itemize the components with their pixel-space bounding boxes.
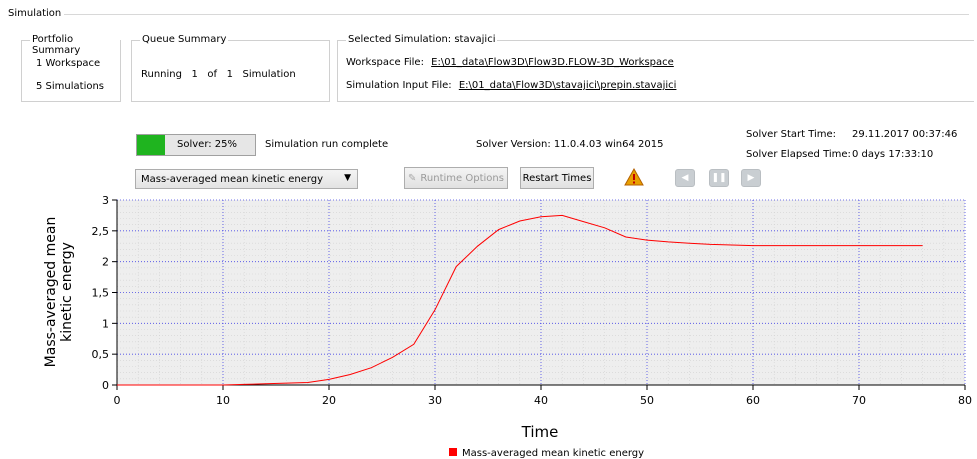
y-axis-title-line2: kinetic energy xyxy=(59,242,75,342)
runtime-options-label: Runtime Options xyxy=(420,172,504,184)
selected-simulation-group: Selected Simulation: stavajici Workspace… xyxy=(337,34,974,102)
plot-area xyxy=(117,200,965,385)
x-tick-label: 20 xyxy=(322,394,336,407)
run-status-text: Simulation run complete xyxy=(265,139,389,150)
workspace-file-label: Workspace File: xyxy=(346,57,424,68)
nav-back-icon[interactable]: ◀ xyxy=(675,169,695,187)
queue-summary-group: Queue Summary Running 1 of 1 Simulation xyxy=(131,34,330,102)
warning-icon[interactable] xyxy=(624,167,644,186)
input-file-row: Simulation Input File: E:\01_data\Flow3D… xyxy=(346,80,676,91)
restart-times-button[interactable]: Restart Times xyxy=(520,167,594,189)
chart-axes xyxy=(116,200,965,386)
simulation-section-label: Simulation xyxy=(8,8,62,19)
x-tick-label: 0 xyxy=(114,394,121,407)
queue-status: Running 1 of 1 Simulation xyxy=(141,69,296,80)
y-tick-label: 2 xyxy=(102,256,109,269)
y-tick-label: 1 xyxy=(102,317,109,330)
x-tick-label: 50 xyxy=(640,394,654,407)
solver-elapsed-label: Solver Elapsed Time: xyxy=(746,149,851,160)
workspace-file-row: Workspace File: E:\01_data\Flow3D\Flow3D… xyxy=(346,57,674,68)
x-axis-title: Time xyxy=(521,423,559,441)
solver-version-text: Solver Version: 11.0.4.03 win64 2015 xyxy=(476,139,664,150)
chevron-down-icon: ▼ xyxy=(344,173,351,183)
solver-elapsed-value: 0 days 17:33:10 xyxy=(852,149,934,160)
nav-pause-icon[interactable]: ❚❚ xyxy=(709,169,729,187)
x-tick-label: 40 xyxy=(534,394,548,407)
portfolio-summary-group: Portfolio Summary 1 Workspace 5 Simulati… xyxy=(21,34,121,102)
y-tick-label: 3 xyxy=(102,194,109,207)
input-file-link[interactable]: E:\01_data\Flow3D\stavajici\prepin.stava… xyxy=(458,80,677,91)
x-tick-label: 80 xyxy=(958,394,972,407)
portfolio-summary-legend: Portfolio Summary xyxy=(30,34,120,56)
y-tick-label: 0,5 xyxy=(92,348,110,361)
solver-progress-label: Solver: 25% xyxy=(177,139,238,150)
x-tick-label: 70 xyxy=(852,394,866,407)
section-divider xyxy=(64,14,969,15)
x-tick-label: 10 xyxy=(216,394,230,407)
x-tick-label: 60 xyxy=(746,394,760,407)
solver-start-value: 29.11.2017 00:37:46 xyxy=(852,129,958,140)
series-line xyxy=(117,214,923,386)
y-axis-title-line1: Mass-averaged mean xyxy=(43,217,59,368)
runtime-options-icon: ✎ xyxy=(408,172,417,184)
variable-dropdown[interactable]: Mass-averaged mean kinetic energy ▼ xyxy=(135,169,358,189)
solver-start-label: Solver Start Time: xyxy=(746,129,837,140)
workspace-count: 1 Workspace xyxy=(36,58,101,69)
solver-progress-bar: Solver: 25% xyxy=(136,134,256,156)
chart-series xyxy=(117,214,923,386)
y-tick-label: 0 xyxy=(102,379,109,392)
queue-summary-legend: Queue Summary xyxy=(140,34,229,45)
workspace-file-link[interactable]: E:\01_data\Flow3D\Flow3D.FLOW-3D_Workspa… xyxy=(431,57,674,68)
legend-label: Mass-averaged mean kinetic energy xyxy=(462,448,644,459)
solver-progress-fill xyxy=(137,135,165,155)
chart-grid xyxy=(116,199,966,386)
chart-ticks: 0 10 20 30 40 50 60 70 80 0 0,5 1 1,5 2 2,5 3 xyxy=(92,194,973,407)
selected-simulation-legend: Selected Simulation: stavajici xyxy=(346,34,498,45)
y-tick-label: 2,5 xyxy=(92,225,110,238)
simulation-count: 5 Simulations xyxy=(36,81,105,92)
x-tick-label: 30 xyxy=(428,394,442,407)
legend-swatch xyxy=(449,448,457,456)
runtime-options-button[interactable]: ✎ Runtime Options xyxy=(404,167,508,189)
nav-forward-icon[interactable]: ▶ xyxy=(741,169,761,187)
input-file-label: Simulation Input File: xyxy=(346,80,452,91)
y-tick-label: 1,5 xyxy=(92,287,110,300)
variable-dropdown-value: Mass-averaged mean kinetic energy xyxy=(141,174,324,185)
